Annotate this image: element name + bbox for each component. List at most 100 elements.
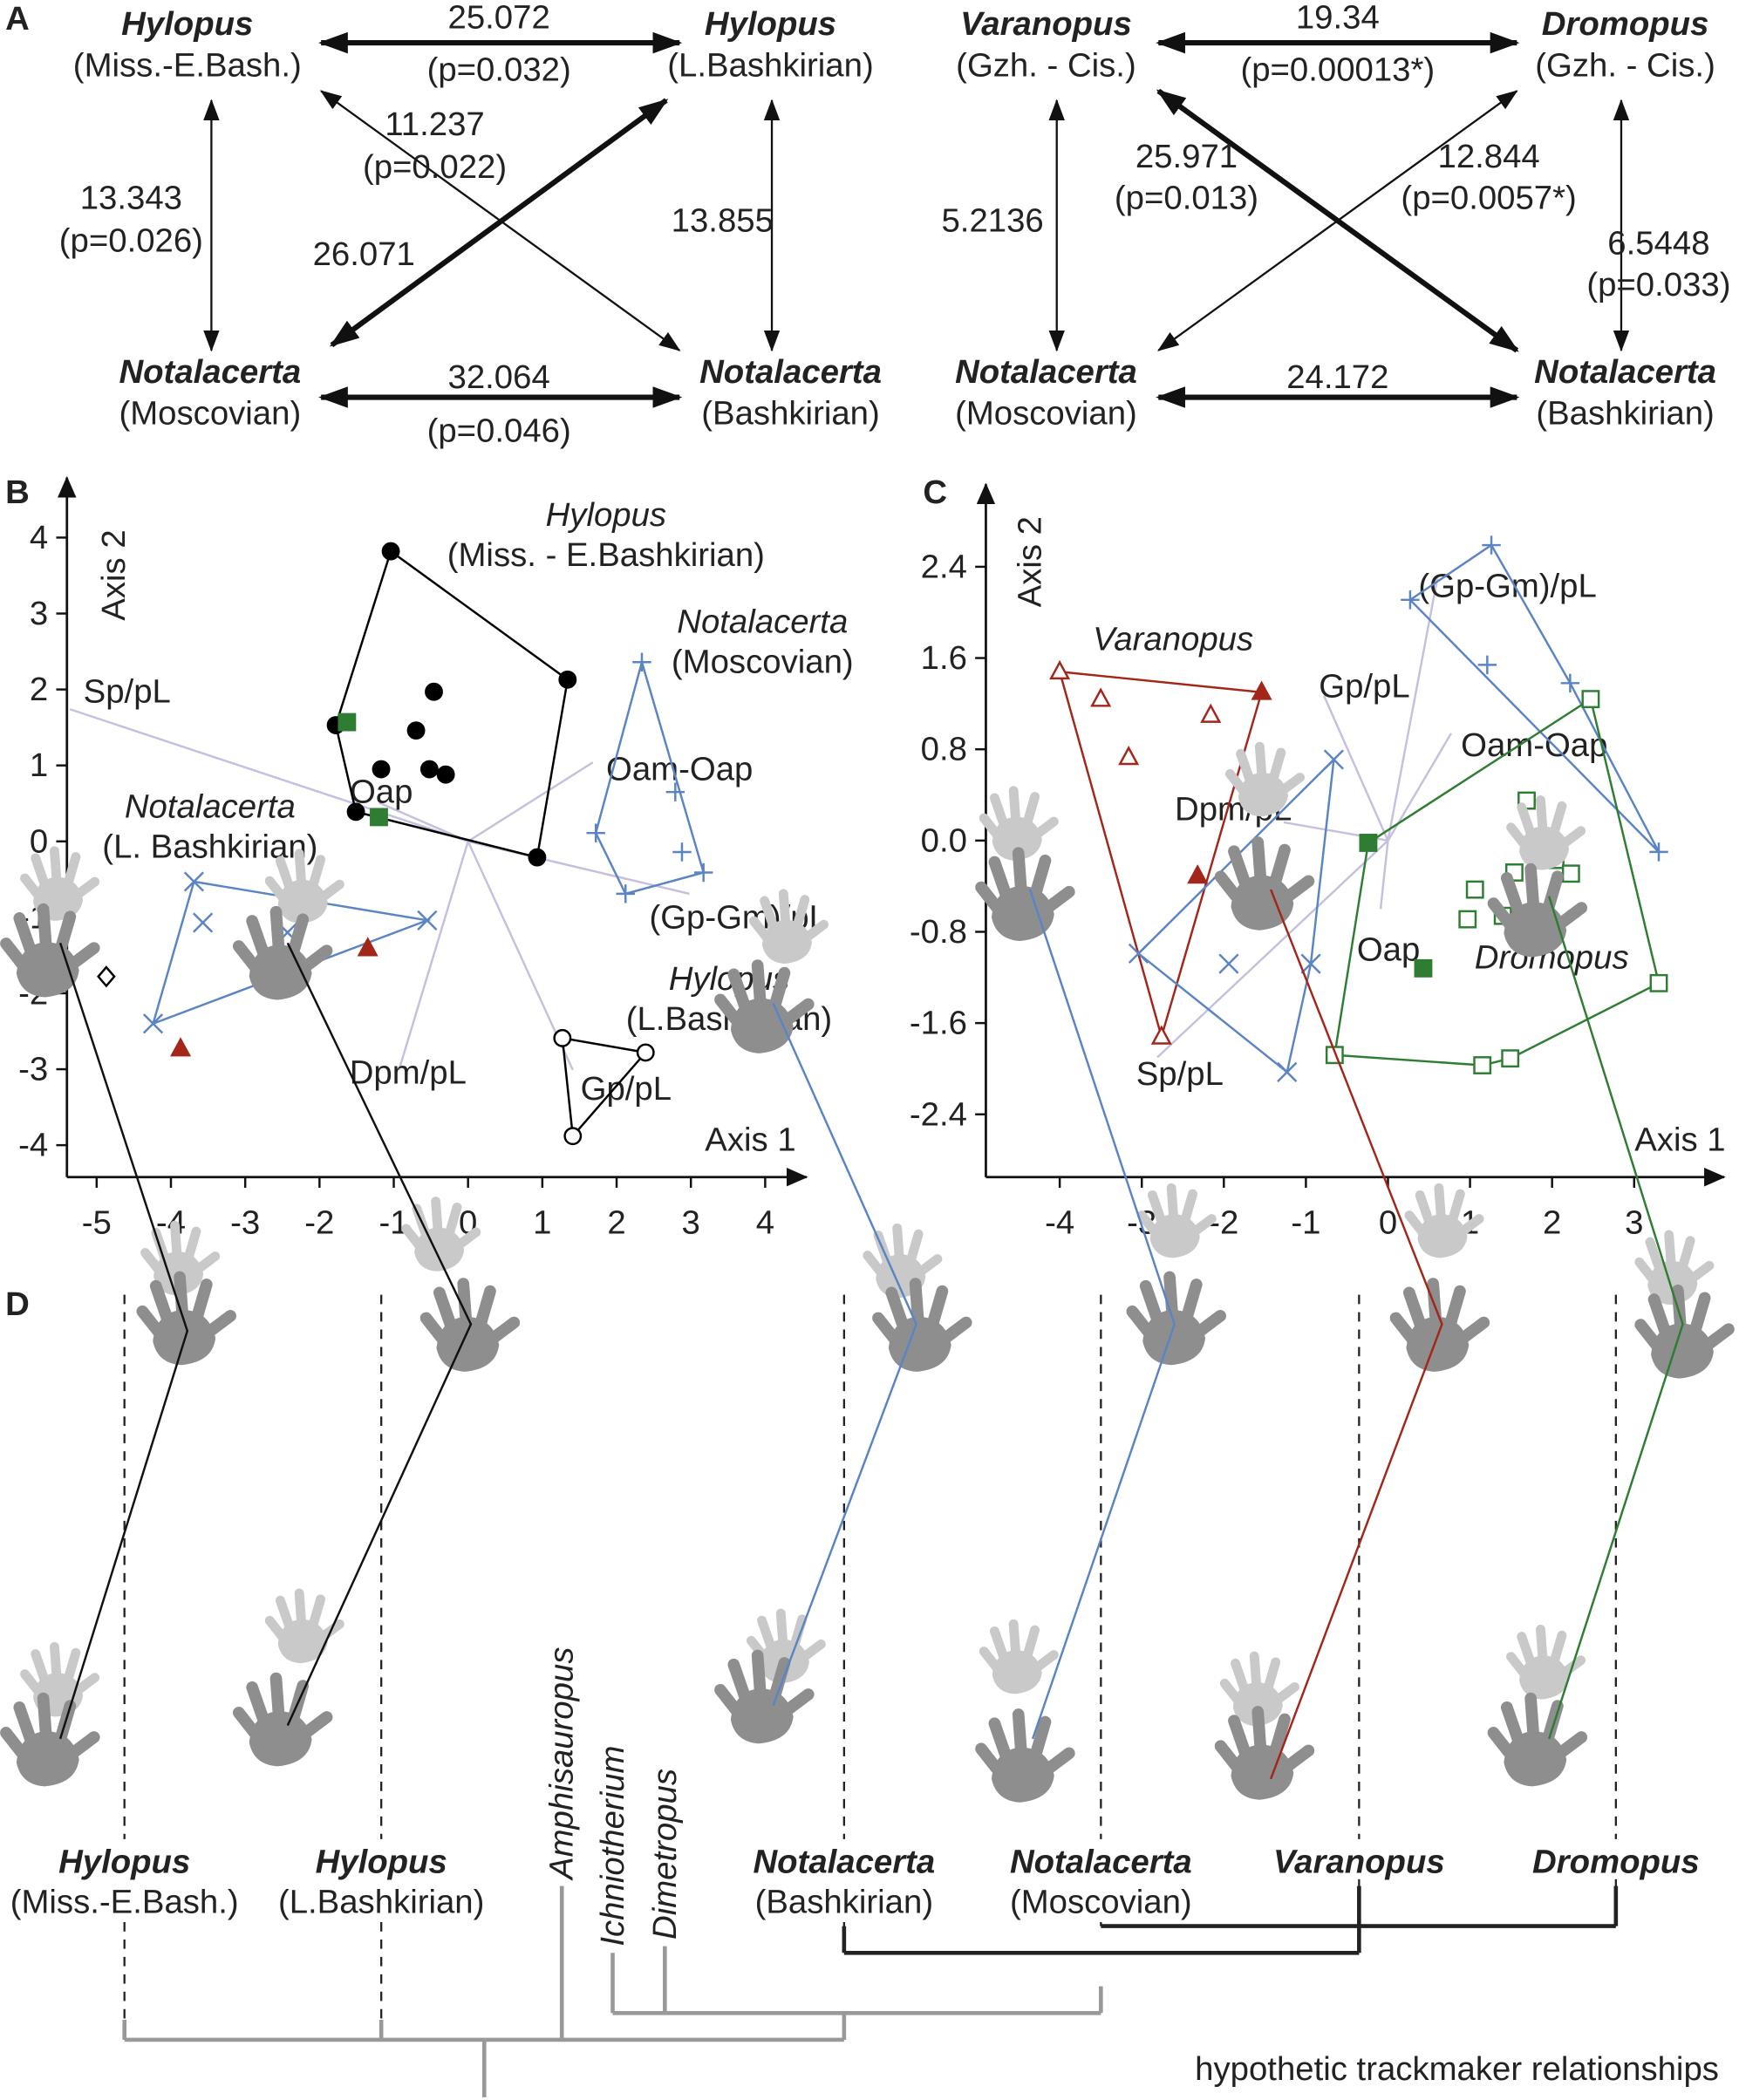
series (1128, 749, 1344, 1082)
group-name: Hylopus (546, 496, 666, 534)
y-tick-label: -1.6 (910, 1005, 967, 1042)
series: Hylopus(L.Bashkirian) (553, 960, 832, 1146)
node-period: (Miss.-E.Bash.) (73, 47, 302, 85)
point (563, 1127, 583, 1146)
series (97, 965, 116, 988)
point (1501, 1049, 1520, 1068)
edge-weight: 25.072 (448, 0, 550, 36)
taxon-period: (Bashkirian) (755, 1884, 933, 1921)
point (1581, 690, 1600, 709)
taxon-period: (L.Bashkirian) (278, 1884, 484, 1921)
x-tick-label: 2 (607, 1203, 625, 1241)
point (1150, 1025, 1172, 1045)
point (1477, 655, 1497, 675)
point-stroke (183, 871, 204, 892)
series: Notalacerta(Moscovian) (586, 603, 854, 903)
point (357, 937, 378, 957)
point (528, 848, 547, 867)
y-tick-label: -2.4 (910, 1095, 967, 1133)
point (1128, 943, 1149, 964)
y-tick-label: 3 (30, 595, 48, 632)
hand-print (269, 1593, 339, 1662)
hand-print (878, 1284, 966, 1370)
panel-label: B (5, 474, 30, 511)
loading-vector (1387, 574, 1440, 842)
y-axis-label: Axis 2 (1012, 516, 1049, 607)
series (1401, 535, 1668, 862)
point (1049, 659, 1071, 680)
edge-weight: 25.971 (1135, 138, 1238, 175)
point (1118, 746, 1140, 766)
node-period: (L.Bashkirian) (667, 47, 873, 85)
point (193, 912, 214, 933)
hand-print (1221, 1712, 1309, 1798)
y-tick-label: 1 (30, 747, 48, 784)
group-name: Notalacerta (677, 603, 848, 641)
panel-label: A (5, 0, 30, 38)
y-tick-label: 1.6 (921, 639, 967, 677)
edge-weight: 6.5448 (1607, 225, 1709, 262)
point (1649, 973, 1668, 992)
hand-print (6, 1699, 94, 1785)
node-name: Notalacerta (1534, 353, 1716, 391)
taxon-name: Dromopus (1532, 1843, 1700, 1880)
node-period: (Bashkirian) (1536, 394, 1714, 432)
point-stroke (193, 912, 214, 933)
point (1200, 703, 1222, 723)
node-period: (Gzh. - Cis.) (1535, 47, 1715, 85)
group-period: (L. Bashkirian) (102, 828, 317, 865)
edge-p-value: (p=0.00013*) (1240, 51, 1435, 88)
taxon-name: Varanopus (1273, 1843, 1445, 1880)
y-tick-label: -0.8 (910, 913, 967, 951)
panel-label: D (5, 1285, 30, 1323)
point (665, 782, 685, 801)
trackway-line (1269, 889, 1443, 1780)
column-guides (123, 1294, 1617, 2020)
trackway-line (1547, 896, 1684, 1740)
loading-label: Sp/pL (1136, 1055, 1224, 1093)
point (1218, 953, 1239, 974)
edge-weight: 32.064 (448, 358, 550, 396)
y-tick-label: 0 (30, 822, 48, 860)
loading-vector (398, 841, 469, 1071)
point (553, 1028, 572, 1047)
x-tick-label: -1 (378, 1203, 408, 1241)
point (632, 652, 651, 672)
node-name: Notalacerta (955, 353, 1137, 391)
point (346, 802, 365, 822)
edge-p-value: (p=0.022) (363, 148, 507, 186)
y-tick-label: -4 (18, 1127, 48, 1164)
x-tick-label: -4 (1045, 1203, 1074, 1241)
point (1482, 535, 1501, 555)
node-period: (Bashkirian) (701, 394, 879, 432)
edge-p-value: (p=0.046) (427, 412, 571, 449)
point (616, 884, 635, 903)
loading-vector (69, 708, 469, 842)
x-tick-label: 2 (1543, 1203, 1561, 1241)
x-tick-label: -1 (1291, 1203, 1320, 1241)
edge-weight: 24.172 (1286, 358, 1388, 396)
edge-weight: 13.855 (672, 202, 774, 240)
point (1560, 673, 1580, 693)
edge-weight: 12.844 (1438, 138, 1540, 175)
point (1465, 880, 1484, 899)
arrow (1157, 90, 1518, 351)
loading-label: Sp/pL (84, 672, 171, 710)
point (558, 670, 577, 689)
edge-weight: 26.071 (313, 235, 415, 273)
point (381, 542, 400, 561)
x-tick-label: 3 (1625, 1203, 1643, 1241)
x-tick-label: -3 (230, 1203, 260, 1241)
hand-print (24, 1647, 94, 1715)
y-tick-label: 2 (30, 671, 48, 708)
loading-label: Dpm/pL (350, 1054, 467, 1092)
x-tick-label: 3 (682, 1203, 700, 1241)
outgroup-name: Ichniotherium (594, 1746, 631, 1947)
taxon-name: Notalacerta (753, 1843, 935, 1880)
caption: hypothetic trackmaker relationships (1195, 2050, 1719, 2088)
y-tick-label: 4 (30, 519, 48, 556)
series: Varanopus (1049, 621, 1272, 1045)
arrow (329, 98, 669, 348)
edge-weight: 11.237 (385, 106, 484, 143)
